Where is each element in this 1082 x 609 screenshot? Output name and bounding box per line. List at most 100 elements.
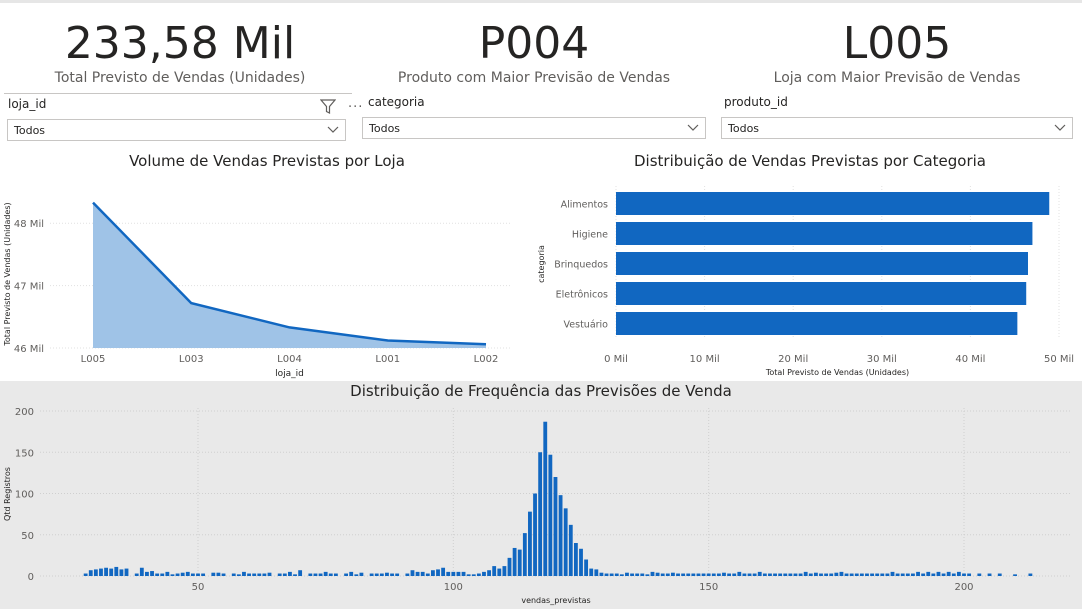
y-tick-label: 150 bbox=[15, 448, 34, 459]
y-tick-label: Brinquedos bbox=[554, 260, 608, 271]
histogram-bar bbox=[134, 573, 139, 576]
histogram-bar bbox=[517, 549, 522, 576]
x-tick-label: 30 Mil bbox=[867, 354, 897, 365]
histogram-bar bbox=[482, 571, 486, 576]
area-chart-loja: 46 Mil 47 Mil 48 Mil L005 L003 L004 L001 L002 lo… bbox=[3, 201, 510, 379]
histogram-bar bbox=[216, 572, 221, 576]
histogram-bar bbox=[614, 573, 619, 576]
more-options-icon[interactable]: ··· bbox=[348, 100, 364, 115]
histogram-bar bbox=[757, 571, 762, 576]
histogram-bar bbox=[645, 574, 650, 576]
slicer-loja-id[interactable]: loja_id ··· Todos bbox=[4, 93, 362, 144]
histogram-bar bbox=[584, 559, 589, 576]
histogram-bar bbox=[604, 573, 609, 576]
histogram-bar bbox=[456, 571, 461, 576]
histogram-bar bbox=[497, 568, 502, 576]
histogram-bar bbox=[967, 573, 972, 576]
histogram-bar bbox=[328, 573, 333, 576]
slicer-produto-id[interactable]: produto_id Todos bbox=[721, 94, 1073, 142]
histogram-bar bbox=[854, 573, 859, 576]
histogram-bar bbox=[242, 571, 246, 576]
histogram-bar bbox=[716, 573, 721, 576]
x-tick-label: 50 Mil bbox=[1044, 354, 1074, 365]
dropdown-value: Todos bbox=[728, 122, 760, 135]
x-tick-label: L004 bbox=[277, 354, 302, 365]
kpi-value: 233,58 Mil bbox=[64, 18, 296, 69]
histogram-bar bbox=[747, 573, 752, 576]
bar bbox=[616, 192, 1050, 215]
histogram-bar bbox=[824, 573, 829, 576]
x-tick-label: 10 Mil bbox=[690, 354, 720, 365]
histogram-bar bbox=[706, 573, 711, 576]
histogram-bar bbox=[660, 573, 665, 576]
histogram-bar bbox=[711, 573, 716, 576]
histogram-bar bbox=[956, 571, 961, 576]
histogram-bar bbox=[461, 571, 466, 576]
histogram-bar bbox=[114, 566, 119, 576]
histogram-bar bbox=[594, 569, 599, 576]
x-tick-label: L005 bbox=[81, 354, 106, 365]
histogram-bar bbox=[308, 573, 313, 576]
x-tick-label: 100 bbox=[444, 582, 463, 593]
histogram-bar bbox=[139, 567, 144, 576]
histogram-bar bbox=[390, 573, 394, 576]
histogram-bar bbox=[691, 573, 696, 576]
chevron-down-icon bbox=[1054, 121, 1066, 136]
histogram-bar bbox=[420, 571, 425, 576]
slicer-dropdown[interactable]: Todos bbox=[362, 117, 706, 139]
histogram-bar bbox=[701, 573, 706, 576]
histogram-bar bbox=[951, 573, 956, 576]
histogram-bar bbox=[471, 574, 476, 576]
histogram-bar bbox=[369, 573, 374, 576]
histogram-bar bbox=[609, 573, 614, 576]
slicer-title: produto_id bbox=[724, 95, 788, 109]
y-tick-label: 100 bbox=[15, 490, 34, 501]
x-tick-label: 50 bbox=[192, 582, 205, 593]
histogram-bar bbox=[732, 573, 737, 576]
histogram-bar bbox=[538, 452, 543, 576]
histogram-bar bbox=[573, 543, 578, 576]
histogram-bar bbox=[201, 573, 206, 576]
histogram-bar bbox=[722, 572, 726, 576]
histogram-bar bbox=[640, 573, 645, 576]
histogram-bar bbox=[895, 573, 900, 576]
histogram-bar bbox=[890, 571, 895, 576]
histogram-bar bbox=[247, 573, 251, 576]
histogram-bar bbox=[415, 571, 420, 576]
histogram-bar bbox=[885, 573, 890, 576]
area-chart-title: Volume de Vendas Previstas por Loja bbox=[129, 152, 405, 170]
histogram-bar bbox=[686, 573, 691, 576]
bar-chart-categoria: 0 Mil 10 Mil 20 Mil 30 Mil 40 Mil 50 Mil Alime… bbox=[537, 186, 1074, 377]
slicer-dropdown[interactable]: Todos bbox=[721, 117, 1073, 139]
histogram-bar bbox=[190, 573, 195, 576]
filter-icon[interactable] bbox=[319, 99, 337, 119]
histogram-bar bbox=[813, 572, 818, 576]
slicer-title: categoria bbox=[368, 95, 425, 109]
slicer-dropdown[interactable]: Todos bbox=[7, 119, 346, 141]
slicer-title: loja_id bbox=[8, 97, 47, 111]
histogram-bar bbox=[318, 573, 323, 576]
histogram-bar bbox=[579, 548, 583, 576]
histogram-bar bbox=[436, 569, 440, 576]
histogram-bar bbox=[880, 573, 885, 576]
histogram-bar bbox=[288, 571, 292, 576]
histogram-bar bbox=[859, 573, 864, 576]
histogram-bar bbox=[752, 573, 757, 576]
histogram-bar bbox=[451, 571, 456, 576]
x-tick-label: 200 bbox=[954, 582, 973, 593]
bar bbox=[616, 282, 1027, 305]
histogram-bar bbox=[344, 573, 349, 576]
y-tick-label: Alimentos bbox=[561, 200, 608, 211]
histogram-bar bbox=[768, 573, 772, 576]
histogram-bar bbox=[548, 454, 553, 576]
histogram-bar bbox=[987, 573, 992, 576]
histogram-bar bbox=[293, 574, 297, 576]
histogram-title: Distribuição de Frequência das Previsões… bbox=[350, 382, 732, 400]
histogram-bar bbox=[93, 569, 98, 576]
histogram-bar bbox=[553, 477, 558, 576]
slicer-categoria[interactable]: categoria Todos bbox=[362, 94, 706, 142]
histogram-bar bbox=[773, 573, 777, 576]
histogram-bar bbox=[185, 571, 190, 576]
histogram-bar bbox=[870, 573, 874, 576]
y-axis-title: Total Previsto de Vendas (Unidades) bbox=[3, 202, 12, 346]
